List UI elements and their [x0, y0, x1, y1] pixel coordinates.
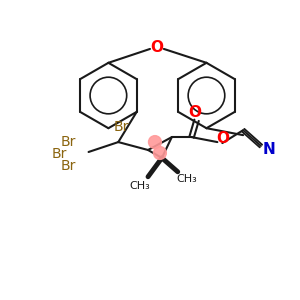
Text: N: N — [262, 142, 275, 157]
Text: O: O — [150, 40, 164, 56]
Text: CH₃: CH₃ — [176, 174, 197, 184]
Text: Br: Br — [51, 147, 67, 161]
Text: O: O — [216, 130, 229, 146]
Text: Br: Br — [114, 120, 129, 134]
Text: Br: Br — [61, 159, 76, 173]
Text: CH₃: CH₃ — [130, 181, 151, 191]
Text: Br: Br — [61, 135, 76, 149]
Circle shape — [154, 146, 166, 159]
Text: O: O — [188, 105, 201, 120]
Circle shape — [148, 136, 161, 148]
